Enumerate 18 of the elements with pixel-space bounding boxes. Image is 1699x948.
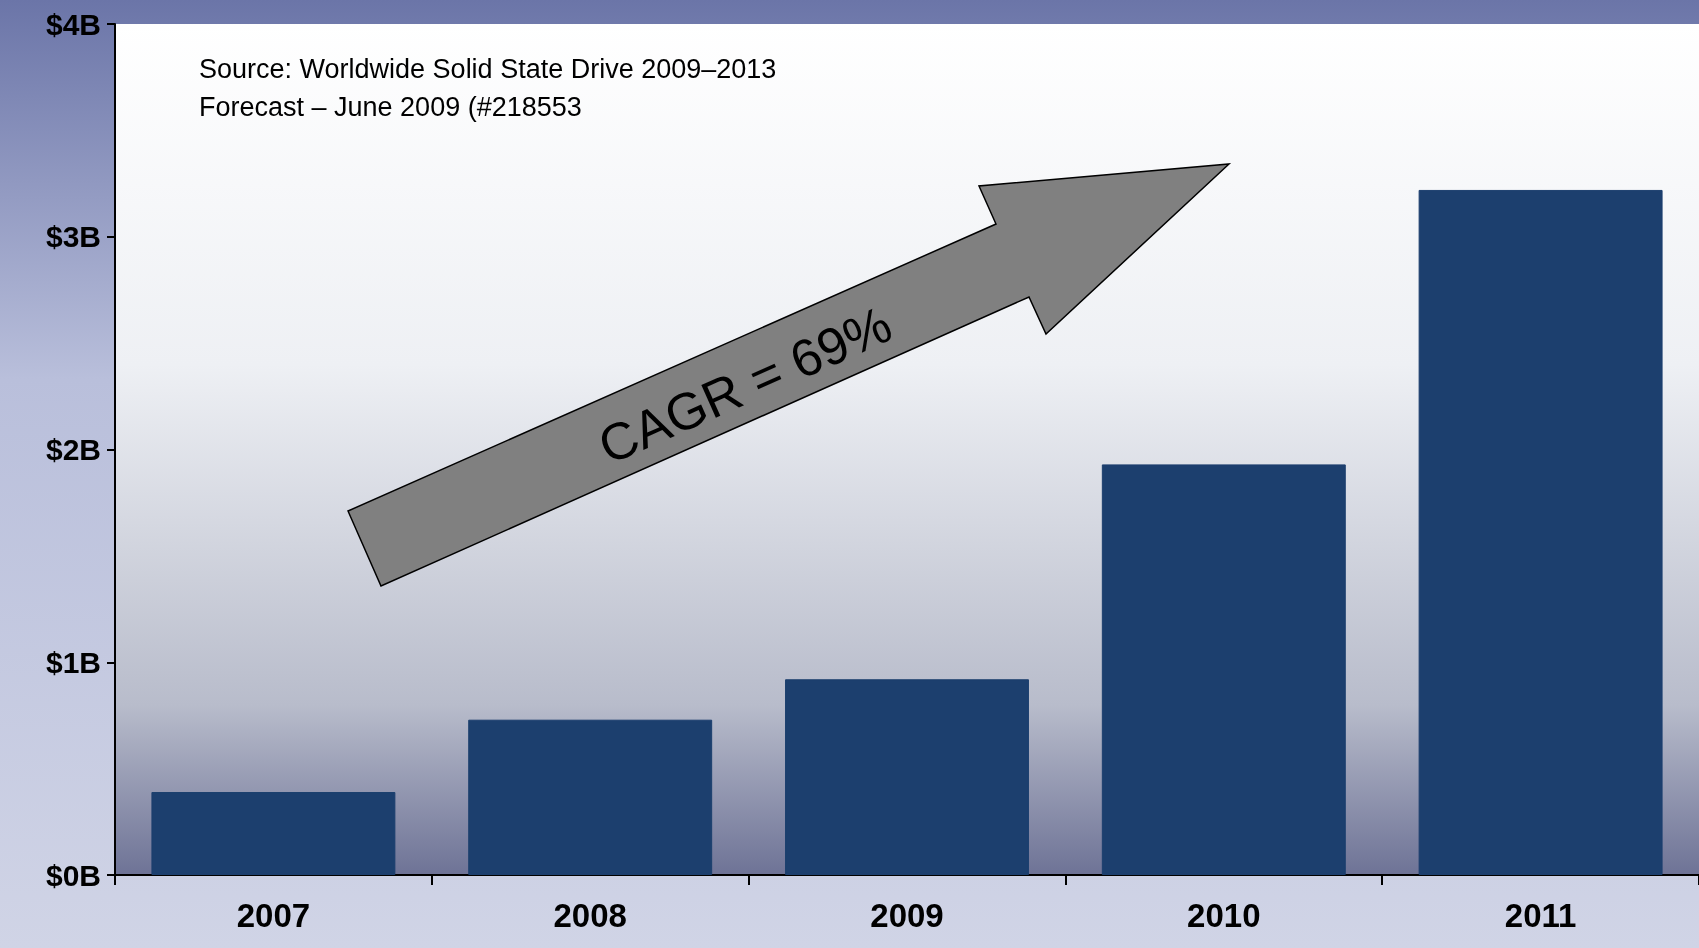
bar xyxy=(151,792,396,875)
bar xyxy=(785,679,1029,875)
y-tick-label: $0B xyxy=(45,858,101,892)
x-tick-label: 2008 xyxy=(553,897,627,934)
x-tick-label: 2010 xyxy=(1187,897,1261,934)
y-tick-label: $3B xyxy=(45,220,101,254)
annotation: Forecast – June 2009 (#218553 xyxy=(199,91,582,122)
annotation: CAGR = 69% xyxy=(589,294,901,476)
bar xyxy=(468,719,713,875)
x-tick-label: 2007 xyxy=(236,897,311,934)
bar xyxy=(1101,464,1346,875)
bar xyxy=(1418,189,1663,875)
x-tick-label: 2011 xyxy=(1504,897,1577,934)
annotation: Source: Worldwide Solid State Drive 2009–2013 xyxy=(199,53,777,84)
y-tick-label: $2B xyxy=(45,433,101,466)
y-tick-label: $4B xyxy=(45,7,101,41)
y-tick-label: $1B xyxy=(45,645,101,679)
x-tick-label: 2009 xyxy=(870,897,944,934)
